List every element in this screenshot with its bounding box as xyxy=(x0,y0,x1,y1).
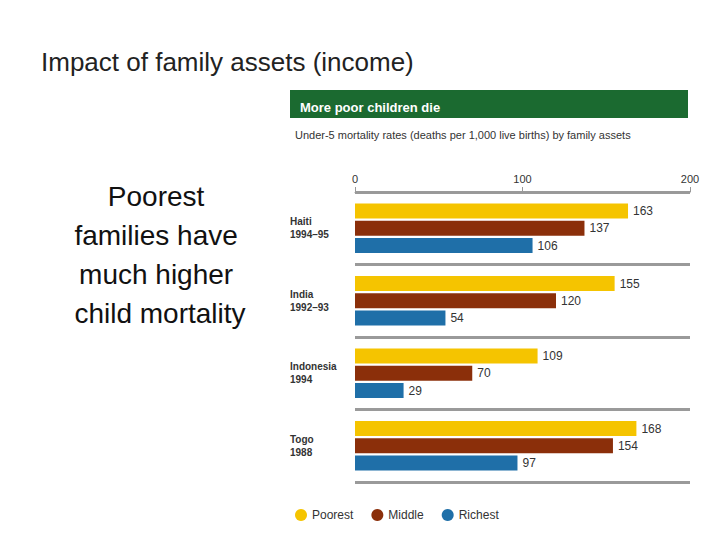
svg-text:Richest: Richest xyxy=(459,508,500,522)
svg-text:200: 200 xyxy=(681,173,699,185)
svg-text:India: India xyxy=(290,289,314,300)
svg-text:29: 29 xyxy=(409,384,423,398)
svg-text:1992–93: 1992–93 xyxy=(290,302,329,313)
svg-text:109: 109 xyxy=(543,349,563,363)
svg-text:168: 168 xyxy=(641,422,661,436)
svg-text:Haiti: Haiti xyxy=(290,216,312,227)
svg-text:More poor children die: More poor children die xyxy=(300,100,440,115)
svg-text:1994–95: 1994–95 xyxy=(290,229,329,240)
svg-text:Indonesia: Indonesia xyxy=(290,361,337,372)
svg-text:child mortality: child mortality xyxy=(74,298,245,329)
svg-text:Under-5 mortality rates (death: Under-5 mortality rates (deaths per 1,00… xyxy=(295,129,631,141)
svg-text:163: 163 xyxy=(633,204,653,218)
svg-text:137: 137 xyxy=(589,221,609,235)
svg-text:Poorest: Poorest xyxy=(312,508,354,522)
svg-text:1994: 1994 xyxy=(290,374,313,385)
svg-text:54: 54 xyxy=(450,311,464,325)
svg-text:106: 106 xyxy=(538,239,558,253)
svg-text:families have: families have xyxy=(74,220,245,251)
svg-text:154: 154 xyxy=(618,439,638,453)
svg-text:much higher: much higher xyxy=(79,259,241,290)
svg-text:100: 100 xyxy=(513,173,531,185)
svg-text:1988: 1988 xyxy=(290,447,313,458)
svg-text:Middle: Middle xyxy=(388,508,424,522)
svg-text:120: 120 xyxy=(561,294,581,308)
svg-text:0: 0 xyxy=(352,173,358,185)
svg-text:Impact of family assets (incom: Impact of family assets (income) xyxy=(41,47,414,77)
svg-text:Poorest: Poorest xyxy=(108,181,212,212)
svg-text:97: 97 xyxy=(522,456,536,470)
svg-text:70: 70 xyxy=(477,366,491,380)
svg-text:155: 155 xyxy=(620,277,640,291)
svg-text:Togo: Togo xyxy=(290,434,314,445)
